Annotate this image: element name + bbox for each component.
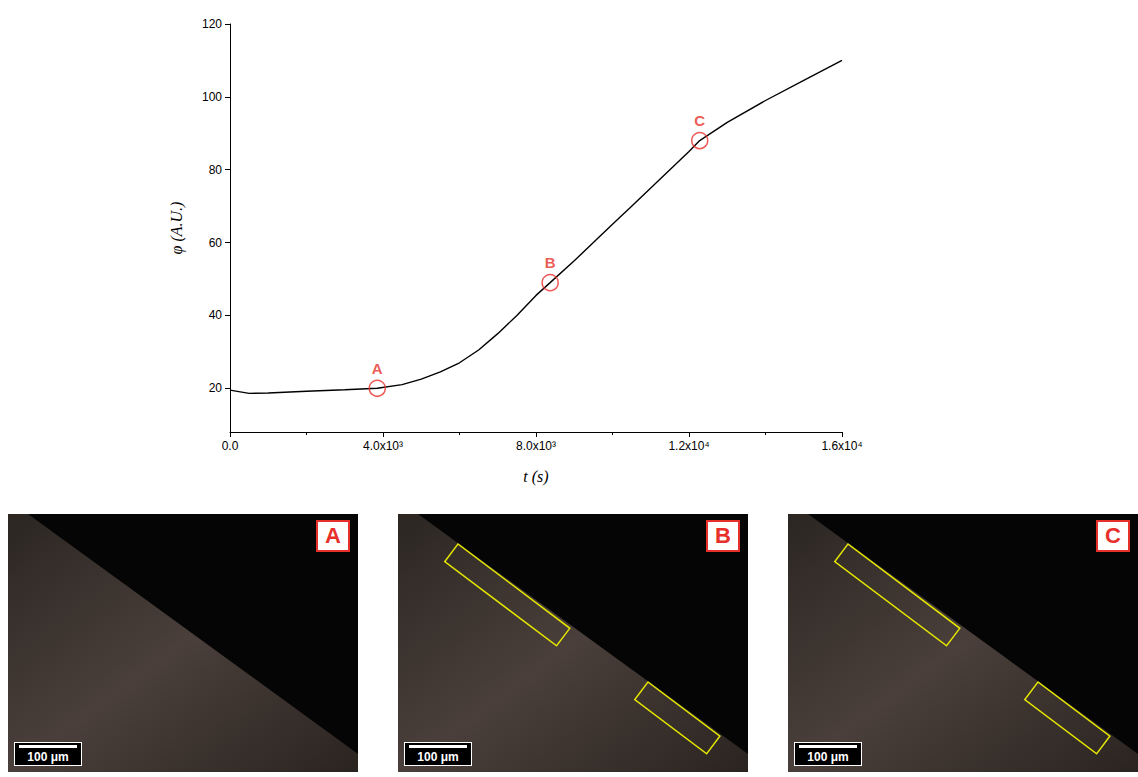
svg-text:40: 40 [209,308,223,322]
svg-text:80: 80 [209,163,223,177]
html-text:A: A [325,523,341,548]
svg-text:120: 120 [202,17,222,31]
svg-text:8.0x10³: 8.0x10³ [516,439,556,453]
svg-text:A: A [372,360,383,377]
svg-text:1.2x10⁴: 1.2x10⁴ [668,439,709,453]
svg-text:φ (A.U.): φ (A.U.) [168,202,186,255]
svg-text:1.6x10⁴: 1.6x10⁴ [821,439,862,453]
html-text:100 μm: 100 μm [417,750,459,764]
html-text:100 μm: 100 μm [807,750,849,764]
svg-text:C: C [694,112,705,129]
html-text:B: B [715,523,731,548]
svg-text:60: 60 [209,236,223,250]
svg-text:100: 100 [202,90,222,104]
svg-text:t (s): t (s) [523,468,548,486]
html-text:C: C [1105,523,1121,548]
svg-text:20: 20 [209,381,223,395]
html-text:100 μm: 100 μm [27,750,69,764]
svg-text:0.0: 0.0 [222,439,239,453]
svg-text:B: B [545,254,556,271]
svg-text:4.0x10³: 4.0x10³ [363,439,403,453]
